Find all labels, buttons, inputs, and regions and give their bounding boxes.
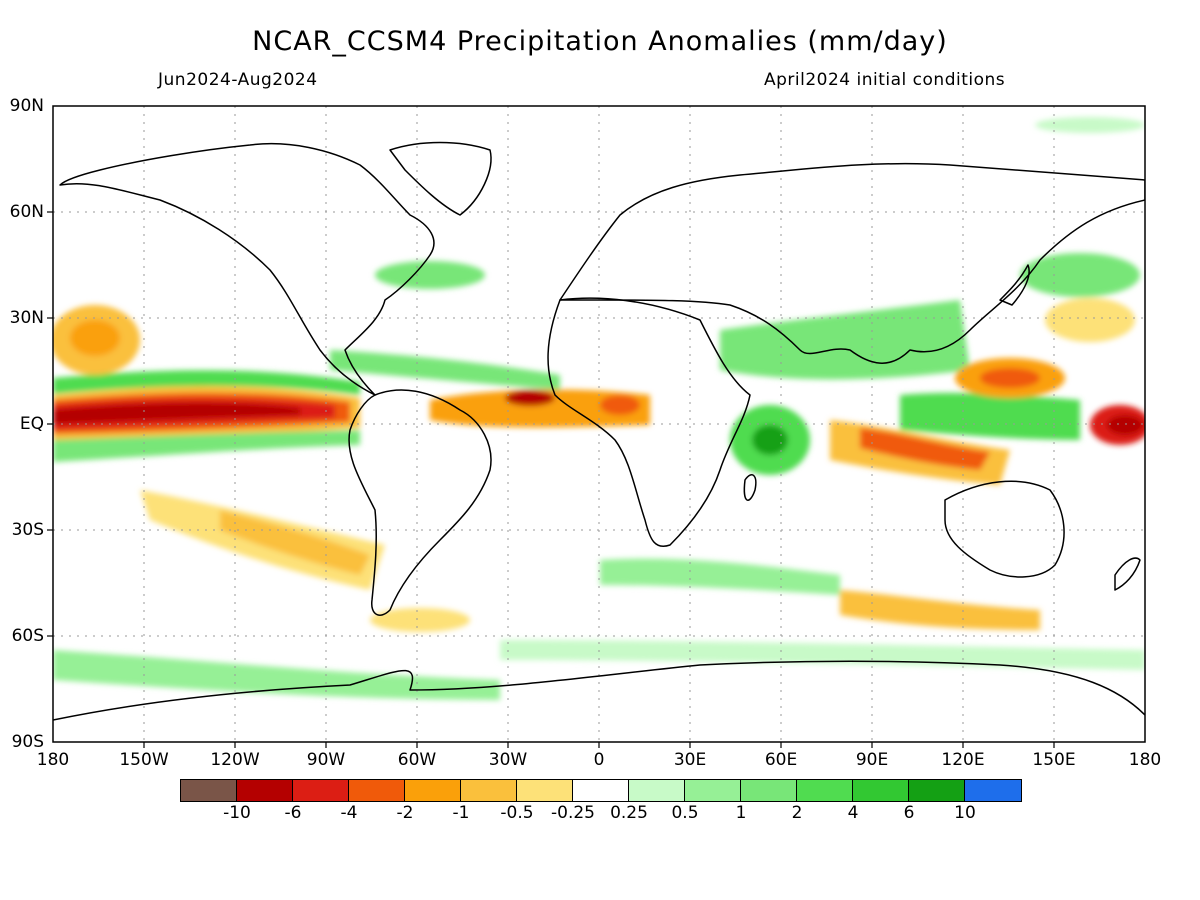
colorbar-swatch bbox=[853, 780, 909, 801]
atlantic-wet-band bbox=[330, 350, 560, 390]
colorbar-label: 6 bbox=[903, 803, 915, 823]
eurasia-coast bbox=[559, 162, 1145, 364]
colorbar-swatch bbox=[965, 780, 1021, 801]
arctic-wet bbox=[1035, 117, 1145, 133]
lon-label-180e: 180 bbox=[1128, 750, 1162, 770]
lat-label-eq: EQ bbox=[19, 414, 44, 434]
pacific-wet-south bbox=[53, 430, 360, 462]
lat-label-90n: 90N bbox=[9, 96, 44, 116]
colorbar-swatch bbox=[517, 780, 573, 801]
indian-ocean-dry-core bbox=[860, 428, 990, 470]
philippine-sea-dry-core bbox=[980, 368, 1040, 388]
colorbar-swatch bbox=[629, 780, 685, 801]
colorbar-label: -1 bbox=[452, 803, 470, 823]
australia-coast bbox=[944, 480, 1065, 578]
lon-label-90e: 90E bbox=[855, 750, 889, 770]
tick-marks bbox=[47, 211, 1055, 748]
colorbar-swatch bbox=[405, 780, 461, 801]
south-indian-dry bbox=[840, 590, 1040, 630]
map-title: NCAR_CCSM4 Precipitation Anomalies (mm/d… bbox=[252, 26, 948, 57]
lat-label-60n: 60N bbox=[9, 202, 44, 222]
colorbar-label: 4 bbox=[847, 803, 859, 823]
lon-label-180w: 180 bbox=[36, 750, 70, 770]
lon-label-60w: 60W bbox=[397, 750, 437, 770]
south-pacific-dry-core bbox=[220, 510, 370, 575]
south-america-coast bbox=[348, 389, 492, 616]
north-america-coast bbox=[59, 142, 435, 396]
lon-label-90w: 90W bbox=[306, 750, 346, 770]
colorbar-swatch bbox=[181, 780, 237, 801]
grid-lines bbox=[53, 106, 1145, 742]
southern-ocean-wet-east bbox=[500, 640, 1145, 670]
colorbar-label: 10 bbox=[954, 803, 976, 823]
pacific-wet-north bbox=[53, 370, 360, 395]
colorbar-swatch bbox=[797, 780, 853, 801]
lon-label-0: 0 bbox=[593, 750, 605, 770]
southern-ocean-wet bbox=[53, 650, 500, 700]
lon-label-120w: 120W bbox=[210, 750, 260, 770]
pacific-dry-band-inner bbox=[53, 402, 300, 424]
gulf-guinea-dry bbox=[600, 395, 640, 415]
lon-label-30e: 30E bbox=[673, 750, 707, 770]
colorbar-label: 2 bbox=[791, 803, 803, 823]
lon-label-150w: 150W bbox=[119, 750, 169, 770]
nw-pacific-dry bbox=[1045, 298, 1135, 342]
colorbar-swatch bbox=[293, 780, 349, 801]
ne-pacific-dry-core bbox=[70, 320, 120, 356]
coastlines bbox=[53, 141, 1145, 721]
lon-label-120e: 120E bbox=[941, 750, 985, 770]
new-zealand-coast bbox=[1114, 557, 1141, 591]
forecast-period: Jun2024-Aug2024 bbox=[158, 70, 318, 90]
colorbar-label: 0.5 bbox=[671, 803, 699, 823]
colorbar-swatch bbox=[741, 780, 797, 801]
japan-coast bbox=[999, 264, 1030, 306]
maritime-wet bbox=[900, 392, 1080, 440]
nw-pacific-wet bbox=[1020, 253, 1140, 297]
arabian-sea-wet bbox=[720, 300, 970, 380]
colorbar-label: -2 bbox=[396, 803, 414, 823]
colorbar-label: 1 bbox=[735, 803, 747, 823]
anomaly-fields bbox=[53, 117, 1145, 700]
colorbar-label: -4 bbox=[340, 803, 358, 823]
north-atlantic-wet bbox=[375, 261, 485, 289]
antarctica-coast bbox=[53, 660, 1145, 721]
colorbar-swatch bbox=[237, 780, 293, 801]
west-pacific-dry-core bbox=[1107, 415, 1143, 435]
colorbar-swatch bbox=[349, 780, 405, 801]
colorbar-label: -10 bbox=[223, 803, 251, 823]
colorbar-label: 0.25 bbox=[610, 803, 648, 823]
africa-coast bbox=[547, 297, 751, 547]
colorbar-swatch bbox=[573, 780, 629, 801]
colorbar-label: -0.25 bbox=[551, 803, 595, 823]
initial-conditions: April2024 initial conditions bbox=[764, 70, 1006, 90]
lat-label-60s: 60S bbox=[11, 626, 44, 646]
atlantic-dry-band bbox=[430, 389, 650, 428]
drake-passage-dry bbox=[370, 608, 470, 632]
lat-label-30s: 30S bbox=[11, 520, 44, 540]
east-africa-wet-core bbox=[752, 425, 788, 455]
lon-label-30w: 30W bbox=[488, 750, 528, 770]
lat-label-30n: 30N bbox=[9, 308, 44, 328]
lon-label-150e: 150E bbox=[1032, 750, 1076, 770]
lon-label-60e: 60E bbox=[764, 750, 798, 770]
lat-label-90s: 90S bbox=[11, 732, 44, 752]
colorbar-swatch bbox=[461, 780, 517, 801]
south-atlantic-wet bbox=[600, 558, 840, 595]
atlantic-dry-core bbox=[505, 390, 555, 406]
madagascar-coast bbox=[743, 474, 757, 501]
colorbar-label: -6 bbox=[284, 803, 302, 823]
colorbar-swatch bbox=[685, 780, 741, 801]
colorbar bbox=[180, 779, 1022, 802]
greenland-coast bbox=[389, 141, 492, 216]
colorbar-label: -0.5 bbox=[500, 803, 534, 823]
colorbar-swatch bbox=[909, 780, 965, 801]
